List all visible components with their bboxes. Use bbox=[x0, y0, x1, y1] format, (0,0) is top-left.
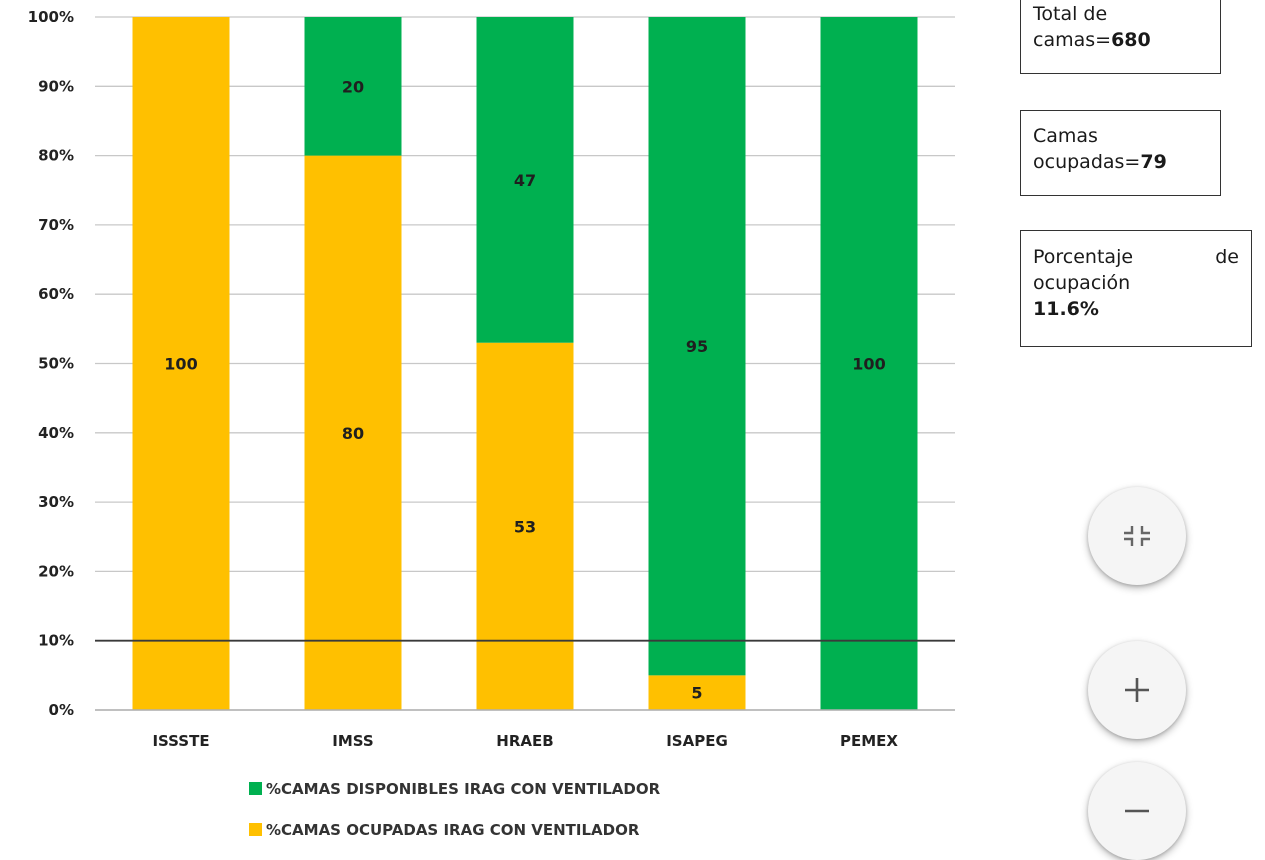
data-label: 5 bbox=[691, 684, 702, 703]
x-tick-label: IMSS bbox=[332, 732, 373, 750]
x-tick-label: PEMEX bbox=[840, 732, 898, 750]
occupied-beds-box: Camas ocupadas=79 bbox=[1020, 110, 1221, 196]
y-tick-label: 30% bbox=[38, 493, 74, 511]
data-label: 20 bbox=[342, 77, 364, 96]
bar-segment bbox=[648, 675, 746, 710]
y-tick-label: 70% bbox=[38, 216, 74, 234]
occupancy-line2: ocupación bbox=[1033, 272, 1131, 294]
zoom-out-button[interactable] bbox=[1088, 762, 1186, 860]
y-tick-label: 80% bbox=[38, 147, 74, 165]
x-tick-label: ISSSTE bbox=[152, 732, 209, 750]
x-tick-label: HRAEB bbox=[496, 732, 553, 750]
legend-swatch bbox=[249, 823, 262, 836]
data-label: 80 bbox=[342, 424, 364, 443]
bar-segment bbox=[132, 17, 230, 710]
data-label: 47 bbox=[514, 171, 536, 190]
data-label: 53 bbox=[514, 517, 536, 536]
bar-segment bbox=[476, 17, 574, 343]
minus-icon bbox=[1125, 809, 1149, 813]
legend-label: %CAMAS DISPONIBLES IRAG CON VENTILADOR bbox=[266, 780, 661, 798]
legend-label: %CAMAS OCUPADAS IRAG CON VENTILADOR bbox=[266, 821, 640, 839]
x-tick-label: ISAPEG bbox=[666, 732, 728, 750]
y-tick-label: 100% bbox=[28, 8, 74, 26]
y-tick-label: 90% bbox=[38, 77, 74, 95]
occupancy-percentage-box: Porcentaje de ocupación 11.6% bbox=[1020, 230, 1252, 347]
bar-segment bbox=[304, 155, 402, 711]
total-beds-line1: Total de bbox=[1033, 3, 1108, 25]
y-tick-label: 60% bbox=[38, 285, 74, 303]
plus-icon bbox=[1125, 678, 1149, 702]
occupancy-value: 11.6% bbox=[1033, 298, 1099, 320]
total-beds-value: 680 bbox=[1111, 29, 1151, 51]
data-label: 95 bbox=[686, 337, 708, 356]
occupied-beds-line1: Camas bbox=[1033, 125, 1098, 147]
total-beds-box: Total de camas=680 bbox=[1020, 0, 1221, 74]
bar-segment bbox=[648, 17, 746, 676]
occupied-beds-line2: ocupadas=79 bbox=[1033, 151, 1167, 173]
exit-fullscreen-icon bbox=[1124, 526, 1150, 546]
y-tick-label: 20% bbox=[38, 562, 74, 580]
y-tick-label: 10% bbox=[38, 632, 74, 650]
occupied-beds-value: 79 bbox=[1140, 151, 1167, 173]
y-tick-label: 40% bbox=[38, 424, 74, 442]
y-tick-label: 50% bbox=[38, 355, 74, 373]
total-beds-line2: camas=680 bbox=[1033, 29, 1151, 51]
data-label: 100 bbox=[852, 355, 885, 374]
bar-segment bbox=[820, 17, 918, 710]
zoom-in-button[interactable] bbox=[1088, 641, 1186, 739]
occupancy-line1: Porcentaje de bbox=[1033, 246, 1239, 268]
bar-segment bbox=[476, 342, 574, 710]
bar-segment bbox=[304, 17, 402, 156]
stacked-bar-chart: 0% 10% 20% 30% 40% 50% 60% 70% 80% 90% 100% 100 ISSS… bbox=[28, 8, 955, 839]
exit-fullscreen-button[interactable] bbox=[1088, 487, 1186, 585]
legend-swatch bbox=[249, 782, 262, 795]
data-label: 100 bbox=[164, 355, 197, 374]
y-tick-label: 0% bbox=[49, 701, 74, 719]
